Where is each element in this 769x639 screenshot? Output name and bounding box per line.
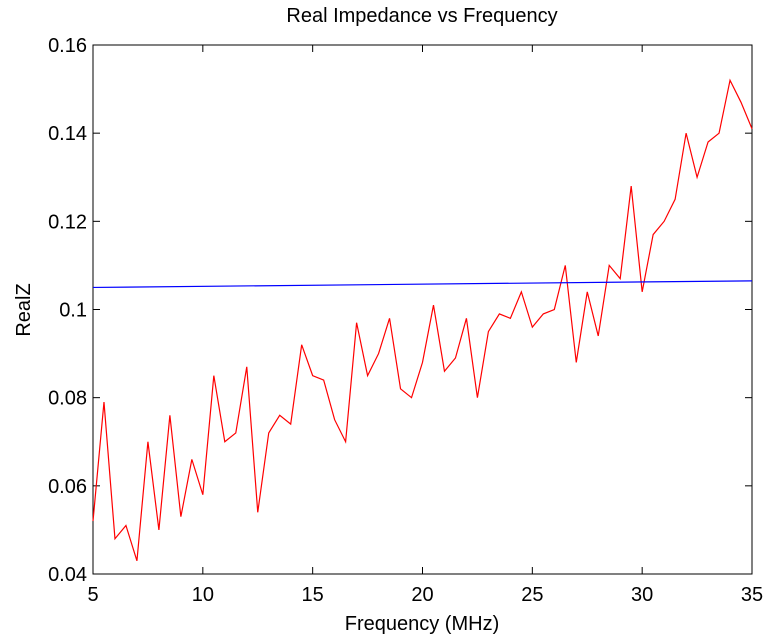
- x-tick-label: 25: [521, 584, 543, 606]
- y-tick-label: 0.1: [59, 300, 87, 322]
- plot-frame: [92, 44, 753, 575]
- x-tick-label: 35: [741, 584, 763, 606]
- data-line: [92, 78, 753, 561]
- x-tick-label: 10: [192, 584, 214, 606]
- y-axis-label: RealZ: [13, 283, 35, 336]
- y-tick-label: 0.14: [48, 123, 87, 145]
- data-line: [92, 280, 753, 289]
- x-tick-label: 5: [87, 584, 98, 606]
- x-tick-label: 15: [302, 584, 324, 606]
- y-tick-label: 0.16: [48, 35, 87, 57]
- chart-title: Real Impedance vs Frequency: [286, 5, 557, 27]
- y-tick-label: 0.08: [48, 388, 87, 410]
- y-tick-label: 0.06: [48, 476, 87, 498]
- y-tick-label: 0.04: [48, 564, 87, 586]
- y-tick-label: 0.12: [48, 211, 87, 233]
- x-axis-label: Frequency (MHz): [345, 613, 499, 635]
- x-tick-label: 20: [411, 584, 433, 606]
- x-tick-label: 30: [631, 584, 653, 606]
